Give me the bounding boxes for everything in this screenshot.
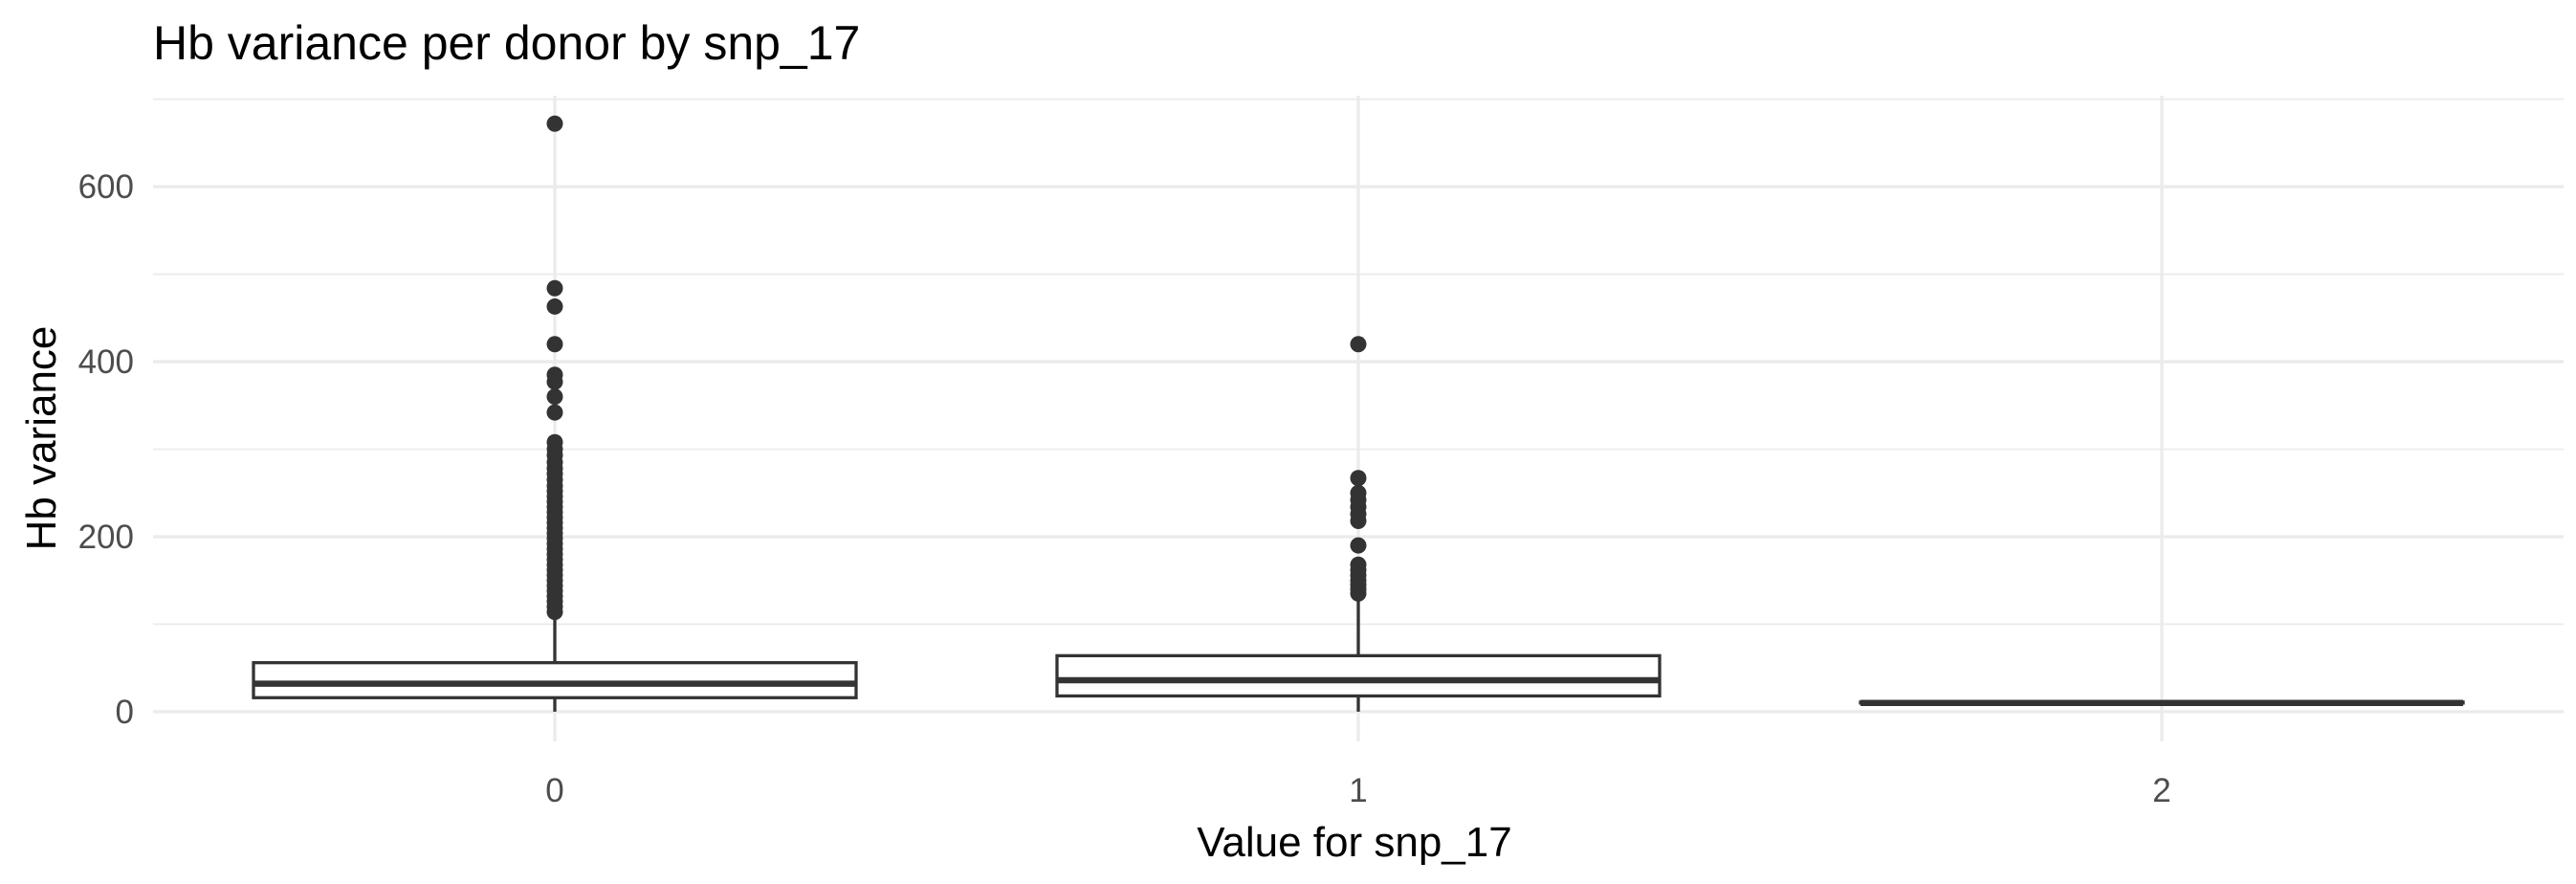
boxes-layer <box>252 115 2465 712</box>
outlier-point <box>1350 336 1367 353</box>
outlier-point <box>546 336 563 353</box>
box-1 <box>1055 336 1662 712</box>
x-axis-label: Value for snp_17 <box>1197 819 1511 866</box>
box-body <box>252 661 858 699</box>
box-2 <box>1859 699 2465 707</box>
outlier-point <box>546 373 563 390</box>
x-tick-label: 0 <box>545 772 563 809</box>
x-tick-label: 1 <box>1349 772 1367 809</box>
x-tick-label: 2 <box>2152 772 2170 809</box>
y-tick-label: 200 <box>78 519 134 556</box>
y-axis-ticks: 0 200 400 600 <box>78 168 134 731</box>
outlier-point <box>546 279 563 297</box>
outlier-point <box>1350 585 1367 602</box>
chart-title: Hb variance per donor by snp_17 <box>153 16 860 70</box>
outlier-point <box>546 388 563 406</box>
outlier-point <box>1350 513 1367 530</box>
x-axis-ticks: 0 1 2 <box>545 772 2170 809</box>
outlier-point <box>546 298 563 315</box>
box-body <box>1055 653 1662 698</box>
outlier-point <box>546 404 563 421</box>
y-tick-label: 0 <box>116 694 134 731</box>
y-axis-label: Hb variance <box>18 326 65 551</box>
outlier-point <box>1350 537 1367 554</box>
box-0 <box>252 115 858 712</box>
outlier-point <box>546 604 563 621</box>
y-tick-label: 400 <box>78 343 134 381</box>
outlier-point <box>1350 470 1367 487</box>
y-tick-label: 600 <box>78 168 134 206</box>
outlier-point <box>546 115 563 132</box>
